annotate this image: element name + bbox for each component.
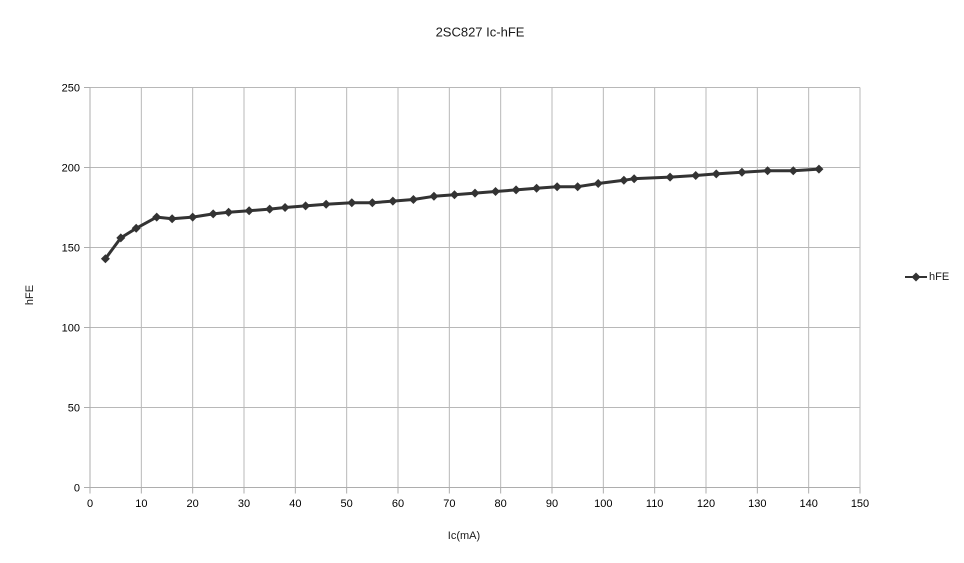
data-point-marker: [573, 182, 583, 192]
legend-label: hFE: [929, 271, 950, 283]
data-point-marker: [629, 174, 639, 184]
y-tick-label: 50: [68, 403, 80, 415]
x-tick-label: 150: [851, 498, 869, 510]
x-tick-label: 110: [646, 498, 664, 510]
data-point-marker: [347, 198, 357, 208]
x-tick-label: 70: [443, 498, 455, 510]
x-tick-label: 60: [392, 498, 404, 510]
data-point-marker: [131, 223, 141, 233]
y-tick-label: 250: [62, 83, 80, 95]
data-point-marker: [552, 182, 562, 192]
data-point-marker: [100, 254, 110, 264]
data-point-marker: [449, 190, 459, 200]
data-point-marker: [788, 166, 798, 176]
chart-title: 2SC827 Ic-hFE: [435, 24, 525, 40]
data-point-marker: [265, 204, 275, 214]
data-point-marker: [244, 206, 254, 216]
data-point-marker: [665, 172, 675, 182]
data-point-marker: [188, 212, 198, 222]
y-tick-label: 0: [74, 483, 80, 495]
x-tick-label: 20: [187, 498, 199, 510]
data-point-marker: [814, 164, 824, 174]
data-point-marker: [593, 179, 603, 188]
legend-series-marker-icon: [905, 272, 927, 282]
data-point-marker: [691, 171, 701, 180]
data-point-marker: [711, 169, 721, 179]
y-tick-label: 200: [62, 163, 80, 175]
data-point-marker: [491, 187, 501, 196]
data-point-marker: [429, 191, 439, 201]
x-tick-label: 100: [594, 498, 612, 510]
x-tick-label: 90: [546, 498, 558, 510]
data-point-marker: [321, 199, 331, 209]
data-point-marker: [116, 233, 126, 243]
y-tick-label: 100: [62, 323, 80, 335]
legend: hFE: [905, 271, 949, 283]
x-tick-label: 130: [748, 498, 766, 510]
data-point-marker: [367, 198, 377, 208]
x-tick-label: 40: [289, 498, 301, 510]
data-point-marker: [301, 201, 311, 211]
data-point-marker: [763, 166, 773, 176]
data-point-marker: [167, 214, 177, 224]
data-point-marker: [208, 209, 218, 219]
data-point-marker: [408, 195, 418, 204]
y-tick-label: 150: [62, 243, 80, 255]
y-axis-title: hFE: [24, 284, 36, 306]
data-point-marker: [532, 183, 542, 193]
data-point-marker: [470, 188, 480, 198]
data-point-marker: [280, 203, 290, 212]
x-tick-label: 140: [799, 498, 817, 510]
x-tick-label: 30: [238, 498, 250, 510]
data-point-marker: [388, 196, 398, 206]
x-axis-title: Ic(mA): [447, 530, 481, 542]
data-point-marker: [619, 175, 629, 185]
data-point-marker: [224, 207, 234, 217]
x-tick-label: 50: [341, 498, 353, 510]
x-tick-label: 10: [135, 498, 147, 510]
x-tick-label: 80: [495, 498, 507, 510]
x-tick-label: 0: [87, 498, 93, 510]
x-tick-label: 120: [697, 498, 715, 510]
data-point-marker: [511, 185, 521, 195]
data-point-marker: [152, 212, 162, 222]
data-point-marker: [737, 167, 747, 177]
